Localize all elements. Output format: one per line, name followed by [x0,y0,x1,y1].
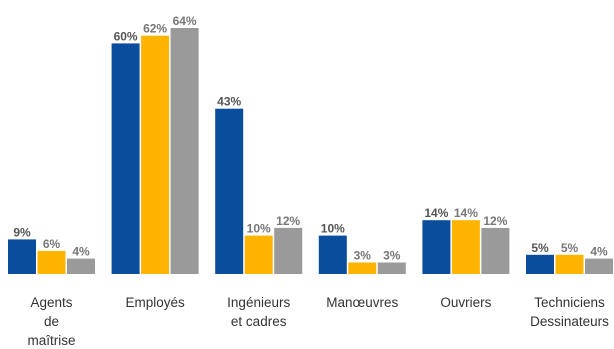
value-label-s1-c4: 10% [321,222,345,236]
bar-s2-c4 [348,262,377,274]
bar-s1-c3 [215,108,244,274]
category-label-5: Ouvriers [440,295,491,310]
category-labels-layer: Agents de maîtrise Employés Ingénieurs et cad… [27,295,609,348]
category-label-3-line-2: et cadres [231,314,287,329]
value-label-s1-c6: 5% [531,241,549,255]
value-label-s3-c5: 12% [483,214,507,228]
category-label-6-line-2: Dessinateurs [530,314,609,329]
bars-layer [8,28,613,275]
value-label-s1-c2: 60% [114,29,138,43]
value-label-s3-c1: 4% [72,245,90,259]
bar-s3-c2 [170,28,199,274]
bar-s2-c5 [451,220,480,274]
bar-s3-c4 [377,262,406,274]
value-label-s2-c1: 6% [43,237,61,251]
bar-s2-c2 [141,35,170,275]
category-label-4-line-1: Manœuvres [326,295,398,310]
value-label-s2-c6: 5% [561,241,579,255]
bar-s1-c1 [8,239,36,274]
value-label-s1-c5: 14% [424,206,448,220]
bar-s1-c6 [526,254,554,274]
bar-s2-c1 [37,250,66,274]
bar-s3-c1 [67,258,95,274]
category-label-1-line-1: Agents [30,295,72,310]
bar-s3-c5 [481,227,510,274]
category-label-2-line-1: Employés [125,295,185,310]
category-label-1-line-2: de [44,314,59,329]
value-label-s3-c2: 64% [173,14,197,28]
category-label-6: Techniciens Dessinateurs [530,295,609,329]
bar-s3-c6 [585,258,613,274]
category-label-5-line-1: Ouvriers [440,295,491,310]
value-label-s2-c2: 62% [143,22,167,36]
value-label-s2-c5: 14% [454,206,478,220]
value-label-s3-c6: 4% [590,245,608,259]
value-label-s3-c4: 3% [383,249,401,263]
bar-s1-c5 [422,220,451,274]
value-label-s2-c3: 10% [247,222,271,236]
category-label-6-line-1: Techniciens [534,295,605,310]
category-label-4: Manœuvres [326,295,398,310]
bar-s2-c3 [244,235,273,274]
category-label-3: Ingénieurs et cadres [227,295,290,329]
bar-s1-c4 [318,235,347,274]
category-label-1: Agents de maîtrise [27,295,75,348]
value-label-s2-c4: 3% [354,249,372,263]
category-label-1-line-3: maîtrise [27,333,75,348]
value-label-s1-c1: 9% [13,225,31,239]
value-label-s3-c3: 12% [276,214,300,228]
bar-s3-c3 [274,227,303,274]
value-labels-layer: 9% 6% 4% 60% 62% 64% 43% 10% 12% 10% 3% 3% 14% 14% 12%… [13,14,608,263]
category-label-3-line-1: Ingénieurs [227,295,290,310]
category-label-2: Employés [125,295,185,310]
bar-s1-c2 [111,43,140,275]
bar-s2-c6 [555,254,584,274]
value-label-s1-c3: 43% [217,95,241,109]
